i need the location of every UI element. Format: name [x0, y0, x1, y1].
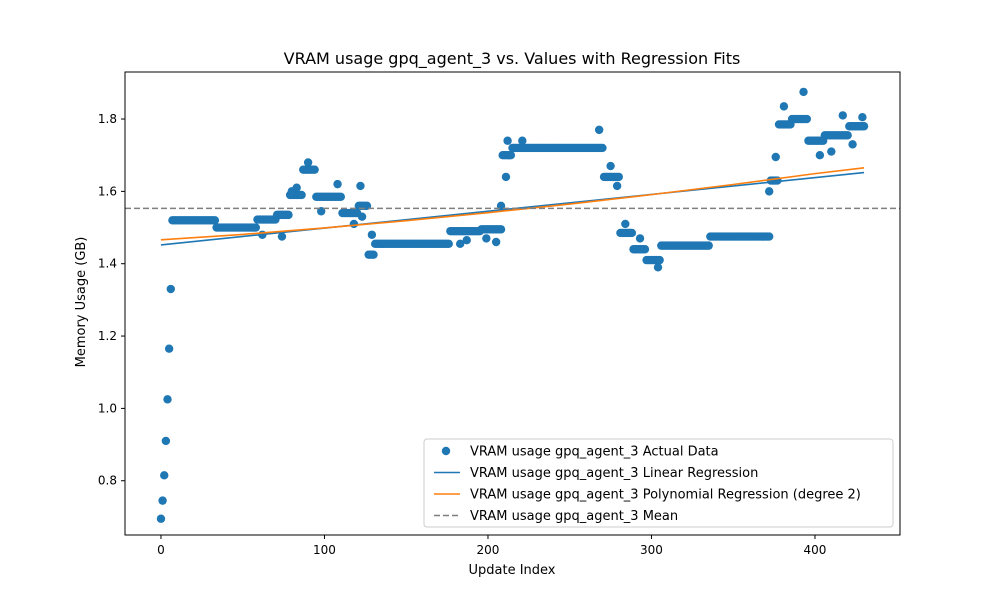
y-axis-label: Memory Usage (GB) [74, 237, 89, 368]
data-point [284, 210, 293, 220]
y-tick-label: 1.4 [98, 257, 117, 271]
data-point [598, 143, 607, 153]
data-point [614, 172, 623, 182]
data-point [292, 183, 301, 192]
data-point [815, 150, 825, 160]
data-point [161, 436, 171, 446]
series-layer [125, 87, 900, 523]
data-point [156, 514, 166, 523]
y-tick-label: 1.2 [98, 329, 117, 343]
x-axis-label: Update Index [468, 563, 555, 578]
data-point [612, 181, 622, 191]
data-point [779, 102, 789, 111]
legend-marker-actual [441, 446, 451, 456]
legend-box [423, 438, 894, 528]
data-point [594, 125, 604, 135]
x-tick-label: 0 [157, 543, 165, 557]
data-point [166, 284, 175, 294]
legend-label: VRAM usage gpq_agent_3 Polynomial Regres… [470, 488, 861, 503]
data-point [357, 212, 367, 221]
data-point [655, 255, 664, 265]
data-point [501, 172, 511, 182]
data-point [349, 219, 359, 229]
data-point [802, 114, 812, 124]
data-point [764, 232, 774, 241]
plot-frame [124, 71, 901, 536]
data-point [621, 219, 630, 229]
data-point [843, 131, 852, 140]
x-tick-label: 100 [313, 543, 336, 557]
chart-title: VRAM usage gpq_agent_3 vs. Values with R… [284, 49, 741, 69]
polynomial-regression-line [160, 167, 865, 241]
data-point [163, 395, 172, 404]
data-point [799, 87, 808, 97]
data-point [848, 140, 857, 149]
data-point [277, 232, 287, 241]
x-tick-label: 200 [477, 543, 500, 557]
y-tick-label: 1.8 [98, 112, 117, 126]
data-point [164, 344, 174, 353]
data-point [838, 111, 847, 120]
y-tick-label: 1.6 [98, 184, 117, 198]
data-point [771, 152, 780, 162]
data-point [653, 263, 663, 272]
axes-layer: 0 100 200 300 400 0.8 1.0 1.2 1.4 1.6 1.8 [98, 112, 827, 557]
data-point [158, 496, 167, 505]
data-point [444, 239, 453, 249]
data-point [336, 192, 346, 201]
data-point [496, 225, 506, 234]
legend-label: VRAM usage gpq_agent_3 Linear Regression [470, 466, 758, 481]
legend: VRAM usage gpq_agent_3 Actual Data VRAM u… [423, 438, 894, 528]
y-tick-label: 0.8 [98, 474, 117, 488]
data-point [827, 147, 836, 156]
x-tick-label: 300 [640, 543, 663, 557]
data-point [160, 471, 169, 480]
legend-label: VRAM usage gpq_agent_3 Actual Data [470, 445, 719, 460]
data-point [640, 245, 650, 254]
data-point [210, 216, 220, 225]
y-tick-label: 1.0 [98, 401, 117, 415]
data-point [506, 150, 516, 160]
data-point [858, 113, 867, 122]
data-point [627, 228, 637, 238]
data-point [859, 122, 869, 131]
data-point [606, 161, 615, 171]
data-point [462, 235, 471, 245]
data-point [310, 165, 319, 174]
data-point [367, 230, 377, 239]
data-point [491, 237, 501, 247]
data-point [303, 158, 313, 167]
data-point [518, 136, 527, 145]
data-point [764, 187, 774, 196]
data-point [503, 136, 512, 145]
legend-label: VRAM usage gpq_agent_3 Mean [470, 509, 678, 524]
data-point [482, 234, 491, 243]
x-tick-label: 400 [804, 543, 827, 557]
data-point [635, 234, 645, 243]
data-point [704, 241, 713, 250]
data-point [455, 239, 465, 249]
data-point [251, 223, 261, 232]
data-point [333, 179, 342, 189]
data-point [356, 181, 365, 191]
data-point [297, 190, 306, 200]
data-point [369, 250, 378, 259]
